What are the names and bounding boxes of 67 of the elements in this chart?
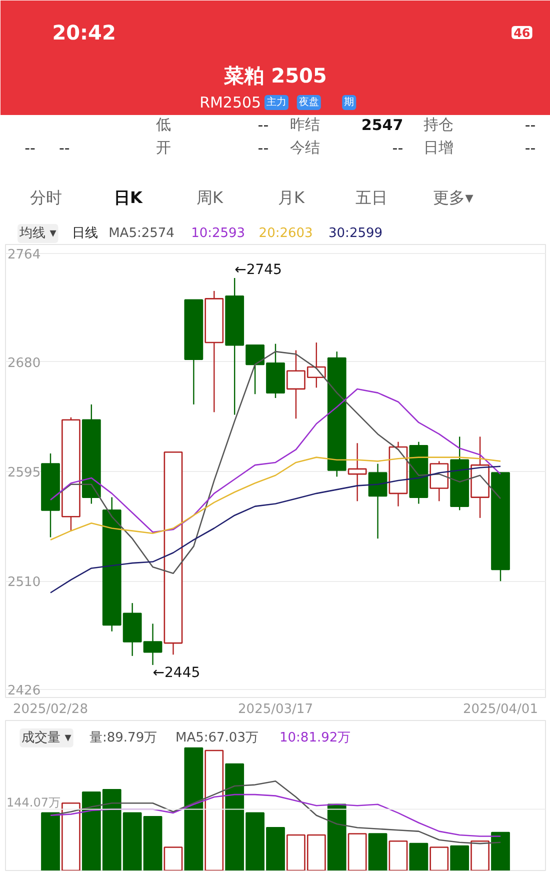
y-tick-label: 2764 xyxy=(8,248,41,263)
bar xyxy=(430,846,449,870)
text: 20:42 xyxy=(52,20,116,44)
x-tick-label: 2025/03/17 xyxy=(238,702,313,717)
text: 10:2593 xyxy=(191,226,246,241)
text: -- xyxy=(524,116,536,134)
text: 期 xyxy=(344,96,354,108)
chart-title: 菜粕 2505 xyxy=(223,64,327,88)
text: 日K xyxy=(114,188,144,207)
text: -- xyxy=(24,139,36,157)
line-series xyxy=(50,466,502,594)
text: 持仓 xyxy=(423,116,454,134)
text: 五日 xyxy=(356,188,388,207)
y-tick-label: 2426 xyxy=(8,683,41,698)
bar xyxy=(41,812,60,870)
text: 昨结 xyxy=(290,116,320,134)
text: -- xyxy=(524,139,536,157)
text: -- xyxy=(258,139,269,157)
bar xyxy=(184,747,204,870)
text: MA5:67.03万 xyxy=(176,730,258,746)
y-tick-label: 2595 xyxy=(8,466,41,480)
text: MA5:2574 xyxy=(108,226,174,241)
text: 夜盘 xyxy=(298,96,319,108)
text: 46 xyxy=(514,26,530,40)
bar xyxy=(491,832,510,870)
x-tick-label: 2025/02/28 xyxy=(13,702,88,717)
x-tick-label: 2025/04/01 xyxy=(463,702,538,717)
text: 日线 xyxy=(72,226,98,241)
text: -- xyxy=(392,139,404,157)
bar xyxy=(327,804,346,870)
candlestick xyxy=(348,442,367,502)
bar xyxy=(204,750,224,870)
text: 量:89.79万 xyxy=(90,730,158,746)
bar xyxy=(368,833,388,870)
text: 月K xyxy=(278,188,305,207)
bar xyxy=(388,840,408,870)
text: 2547 xyxy=(361,116,404,134)
text: 日增 xyxy=(423,138,454,156)
text: 10:81.92万 xyxy=(280,730,351,746)
text: 主力 xyxy=(266,96,286,108)
text: 周K xyxy=(196,188,224,207)
bar xyxy=(470,840,490,870)
text: 20:2603 xyxy=(258,226,313,241)
text: 30:2599 xyxy=(328,226,383,241)
text: 分时 xyxy=(30,188,62,207)
y-tick-label: 2680 xyxy=(8,356,41,371)
bar xyxy=(164,846,183,870)
text: 更多▾ xyxy=(433,188,474,207)
annotation: ←2745 xyxy=(234,262,282,278)
y-tick-label: 2510 xyxy=(8,575,41,590)
text: 低 xyxy=(156,116,172,134)
text: 均线 ▾ xyxy=(18,226,57,241)
bar xyxy=(62,802,80,870)
chart-title: 成交量 ▾ xyxy=(22,729,72,746)
bar xyxy=(409,842,428,870)
bar xyxy=(348,833,367,870)
line-series xyxy=(50,456,502,541)
annotation: ←2445 xyxy=(152,664,200,681)
line-series xyxy=(50,388,502,533)
text: 开 xyxy=(156,138,172,156)
text: -- xyxy=(258,116,269,134)
text: -- xyxy=(58,139,70,157)
bar xyxy=(450,845,470,870)
ref-line-label: 144.07万 xyxy=(6,795,60,810)
chart-subtitle: RM2505 xyxy=(200,94,262,112)
text: 今结 xyxy=(290,138,320,156)
candlestick xyxy=(368,463,388,540)
